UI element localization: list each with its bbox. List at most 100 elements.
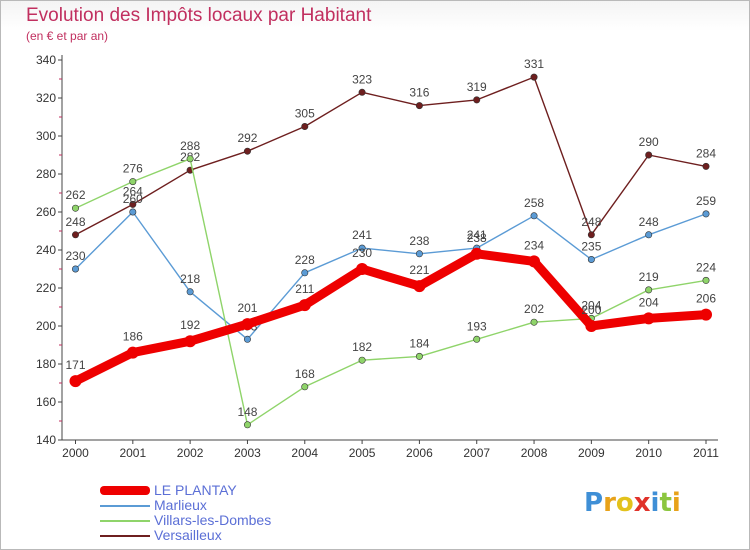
x-tick-label: 2011 [693,446,719,460]
logo-letter: r [603,488,616,518]
data-point-le-plantay [413,280,426,293]
data-label-versailleux: 305 [295,107,315,121]
data-label-marlieux: 241 [352,228,372,242]
legend-label: Marlieux [154,497,207,513]
legend-label: LE PLANTAY [154,482,237,498]
data-label-versailleux: 264 [123,184,143,198]
data-label-marlieux: 241 [467,228,487,242]
series-line-versailleux [74,76,707,236]
y-tick-label: 260 [36,205,56,219]
data-label-versailleux: 316 [409,86,429,100]
data-label-marlieux: 260 [123,192,143,206]
x-tick-label: 2000 [62,446,89,460]
x-tick-label: 2009 [578,446,605,460]
x-tick-label: 2004 [291,446,318,460]
data-label-le-plantay: 238 [467,231,487,245]
data-label-villars-les-dombes: 182 [352,340,372,354]
logo-letter: t [659,488,672,518]
data-label-marlieux: 248 [639,215,659,229]
data-label-villars-les-dombes: 168 [295,367,315,381]
x-tick-label: 2007 [463,446,490,460]
data-label-le-plantay: 204 [639,295,659,309]
y-tick-label: 220 [36,281,56,295]
data-point-le-plantay [700,308,712,321]
data-point-villars-les-dombes [358,356,366,364]
data-label-marlieux: 238 [409,234,429,248]
data-label-le-plantay: 171 [65,358,85,372]
y-tick-label: 200 [36,319,56,333]
proxiti-logo: Proxiti [584,488,681,518]
x-tick-label: 2003 [234,446,261,460]
legend-swatch-villars-les-dombes [100,520,150,522]
series-line-marlieux [74,211,707,340]
data-point-villars-les-dombes [702,276,710,284]
data-point-versailleux [415,102,423,110]
data-point-le-plantay [69,375,82,388]
data-point-marlieux [358,244,366,252]
data-point-le-plantay [585,320,598,332]
data-point-villars-les-dombes [645,286,653,294]
data-point-le-plantay [470,247,483,260]
data-point-villars-les-dombes [129,178,137,186]
data-label-villars-les-dombes: 184 [409,336,429,350]
data-label-villars-les-dombes: 219 [639,270,659,284]
data-point-villars-les-dombes [473,335,481,343]
line-chart: 140 160 180 200 220 240 260 280 300 320 340 2000 200… [36,53,719,460]
legend-swatch-versailleux [100,535,150,537]
data-point-versailleux [358,88,366,96]
data-label-le-plantay: 206 [696,292,716,306]
data-point-le-plantay [642,312,655,325]
data-label-le-plantay: 186 [123,330,143,344]
y-tick-label: 320 [36,91,56,105]
data-point-marlieux [243,335,251,343]
data-point-le-plantay [356,263,369,275]
data-label-le-plantay: 230 [352,246,372,260]
legend-swatch-marlieux [100,505,150,507]
x-tick-label: 2010 [635,446,662,460]
x-tick-label: 2008 [521,446,548,460]
data-label-versailleux: 248 [581,215,601,229]
data-point-versailleux [645,151,653,159]
data-point-versailleux [702,162,710,170]
data-point-marlieux [702,210,710,218]
logo-letter: i [671,488,681,518]
data-point-villars-les-dombes [243,421,251,429]
data-point-marlieux [129,208,137,216]
data-label-marlieux: 235 [581,240,601,254]
logo-letter: P [584,488,604,518]
x-tick-label: 2006 [406,446,433,460]
series-line-le-plantay [71,249,711,386]
data-point-villars-les-dombes [72,204,80,212]
data-label-villars-les-dombes: 288 [180,139,200,153]
data-point-versailleux [530,73,538,81]
data-label-villars-les-dombes: 262 [65,188,85,202]
data-point-marlieux [415,250,423,258]
data-point-le-plantay [298,299,311,312]
data-point-le-plantay [528,255,541,268]
x-tick-label: 2005 [349,446,376,460]
data-point-marlieux [530,212,538,220]
x-tick-label: 2001 [119,446,146,460]
data-point-le-plantay [184,335,197,348]
data-label-versailleux: 292 [237,131,257,145]
data-label-versailleux: 331 [524,57,544,71]
data-label-le-plantay: 201 [237,301,257,315]
data-label-versailleux: 319 [467,80,487,94]
data-point-marlieux [301,269,309,277]
data-point-marlieux [645,231,653,239]
data-label-villars-les-dombes: 148 [237,405,257,419]
data-point-villars-les-dombes [415,352,423,360]
data-label-versailleux: 248 [65,215,85,229]
legend-label: Villars-les-Dombes [154,512,272,528]
data-label-versailleux: 323 [352,72,372,86]
data-point-versailleux [301,123,309,131]
data-label-villars-les-dombes: 202 [524,302,544,316]
y-tick-label: 340 [36,53,56,67]
data-label-le-plantay: 192 [180,318,200,332]
legend-swatch-le-plantay [100,486,150,495]
data-label-le-plantay: 234 [524,238,544,252]
logo-letter: i [650,488,660,518]
data-point-le-plantay [241,318,254,331]
y-tick-label: 140 [36,433,56,447]
y-tick-label: 160 [36,395,56,409]
